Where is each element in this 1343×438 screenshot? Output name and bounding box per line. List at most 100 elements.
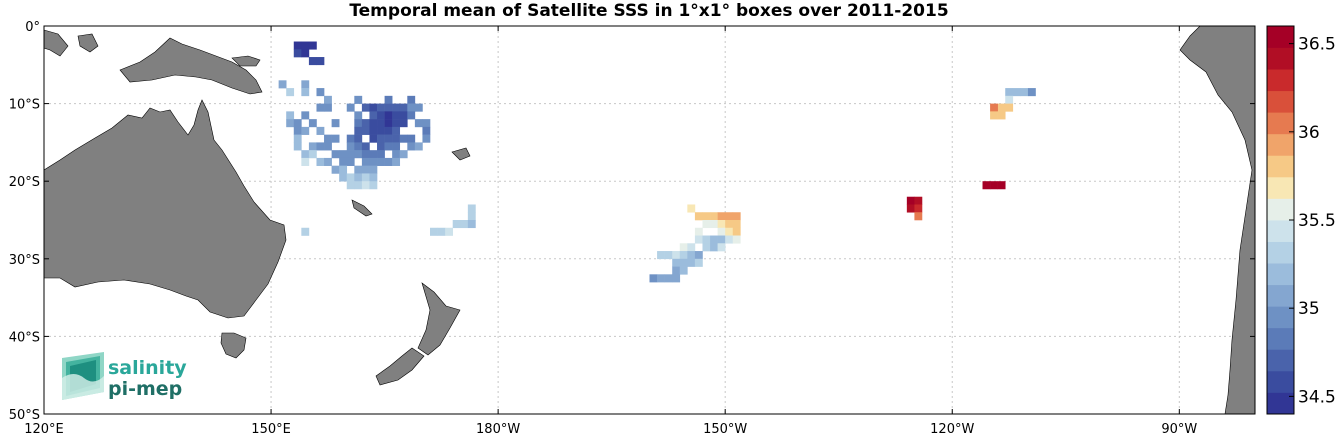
colorbar-tick-label: 35	[1298, 299, 1320, 319]
sss-cell	[301, 80, 310, 89]
colorbar-swatch	[1267, 284, 1294, 307]
sss-cell	[354, 119, 363, 128]
colorbar-swatch	[1267, 176, 1294, 199]
colorbar-swatches	[1267, 26, 1294, 415]
colorbar-swatch	[1267, 155, 1294, 178]
logo-wave-icon	[62, 352, 104, 400]
sss-cell	[467, 204, 476, 213]
sss-cell	[717, 212, 726, 221]
chart-title: Temporal mean of Satellite SSS in 1°x1° …	[349, 1, 948, 21]
new-zealand-north-land	[417, 282, 461, 356]
sss-cell	[672, 258, 681, 267]
new-guinea-land	[119, 37, 263, 95]
plot-frame	[43, 25, 1256, 415]
sss-cell	[392, 157, 401, 166]
sss-cell	[316, 103, 325, 112]
sss-cell	[377, 142, 385, 151]
sss-cell	[710, 243, 718, 252]
sss-cell	[679, 258, 688, 267]
sss-cell	[687, 204, 696, 213]
x-tick-label: 120°E	[24, 422, 64, 437]
sss-cell	[377, 119, 385, 128]
colorbar-swatch	[1267, 263, 1294, 286]
colorbar-swatch	[1267, 370, 1294, 393]
land-layer	[44, 26, 1255, 414]
colorbar-swatch	[1267, 198, 1294, 221]
sss-cell	[316, 142, 325, 151]
x-tick-label: 150°E	[251, 422, 291, 437]
sss-cell	[384, 142, 393, 151]
sss-cell	[407, 111, 416, 120]
colorbar-swatch	[1267, 349, 1294, 372]
sss-cell	[702, 212, 711, 221]
sss-cell	[414, 142, 423, 151]
sss-cell	[1005, 95, 1014, 104]
sss-cell	[293, 119, 302, 128]
australia-land	[44, 99, 287, 319]
colorbar-swatch	[1267, 133, 1294, 156]
sss-cell	[732, 235, 741, 244]
sss-cell	[354, 142, 363, 151]
sss-cell	[286, 111, 295, 120]
sss-cell	[414, 119, 423, 128]
sss-cell	[308, 142, 317, 151]
x-axis-labels: 120°E 150°E 180°W 150°W 120°W 90°W	[24, 422, 1197, 437]
sss-cell	[324, 157, 332, 166]
sss-cell	[672, 266, 681, 275]
sss-cell	[694, 227, 703, 236]
sss-cell	[384, 119, 393, 128]
sss-cell	[346, 173, 355, 182]
sss-cell	[702, 220, 711, 229]
sss-cell	[414, 103, 423, 112]
sss-cell	[694, 212, 703, 221]
sss-cell	[301, 88, 310, 97]
sss-cell	[384, 157, 393, 166]
sss-cell	[710, 220, 718, 229]
sss-cell	[324, 95, 332, 104]
sss-cell	[422, 134, 431, 143]
sss-cell	[407, 142, 416, 151]
x-tick-label: 150°W	[703, 422, 747, 437]
colorbar-swatch	[1267, 26, 1294, 48]
sss-cell	[407, 95, 416, 104]
sss-cell	[732, 220, 741, 229]
sss-cell	[369, 173, 378, 182]
sss-cell	[308, 119, 317, 128]
sss-cell	[361, 142, 370, 151]
sss-cell	[694, 258, 703, 267]
sss-cell	[982, 181, 991, 190]
colorbar-swatch	[1267, 306, 1294, 329]
new-britain-land	[231, 55, 261, 67]
sss-cell	[354, 150, 363, 159]
sss-cell	[392, 119, 401, 128]
sss-cell	[286, 88, 295, 97]
sss-cell	[990, 181, 998, 190]
sss-cell	[293, 142, 302, 151]
sss-cell	[278, 80, 287, 89]
sss-cell	[369, 165, 378, 174]
axis-tick-marks	[43, 25, 1255, 415]
sss-cell	[316, 57, 325, 66]
sss-cell	[377, 150, 385, 159]
x-tick-label: 90°W	[1161, 422, 1197, 437]
sss-cell	[399, 111, 408, 120]
sss-cells	[278, 41, 1036, 283]
sss-cell	[308, 150, 317, 159]
sss-cell	[293, 49, 302, 58]
sss-cell	[717, 235, 726, 244]
sss-cell	[324, 142, 332, 151]
sss-cell	[422, 119, 431, 128]
sss-cell	[339, 165, 348, 174]
y-tick-label: 10°S	[9, 98, 40, 113]
sss-cell	[664, 251, 673, 260]
sss-cell	[361, 165, 370, 174]
fiji-land	[451, 147, 471, 161]
sss-cell	[725, 227, 734, 236]
sss-cell	[369, 103, 378, 112]
sss-cell	[437, 227, 446, 236]
sss-cell	[361, 173, 370, 182]
y-tick-label: 40°S	[9, 330, 40, 345]
sss-cell	[339, 173, 348, 182]
sss-cell	[354, 95, 363, 104]
